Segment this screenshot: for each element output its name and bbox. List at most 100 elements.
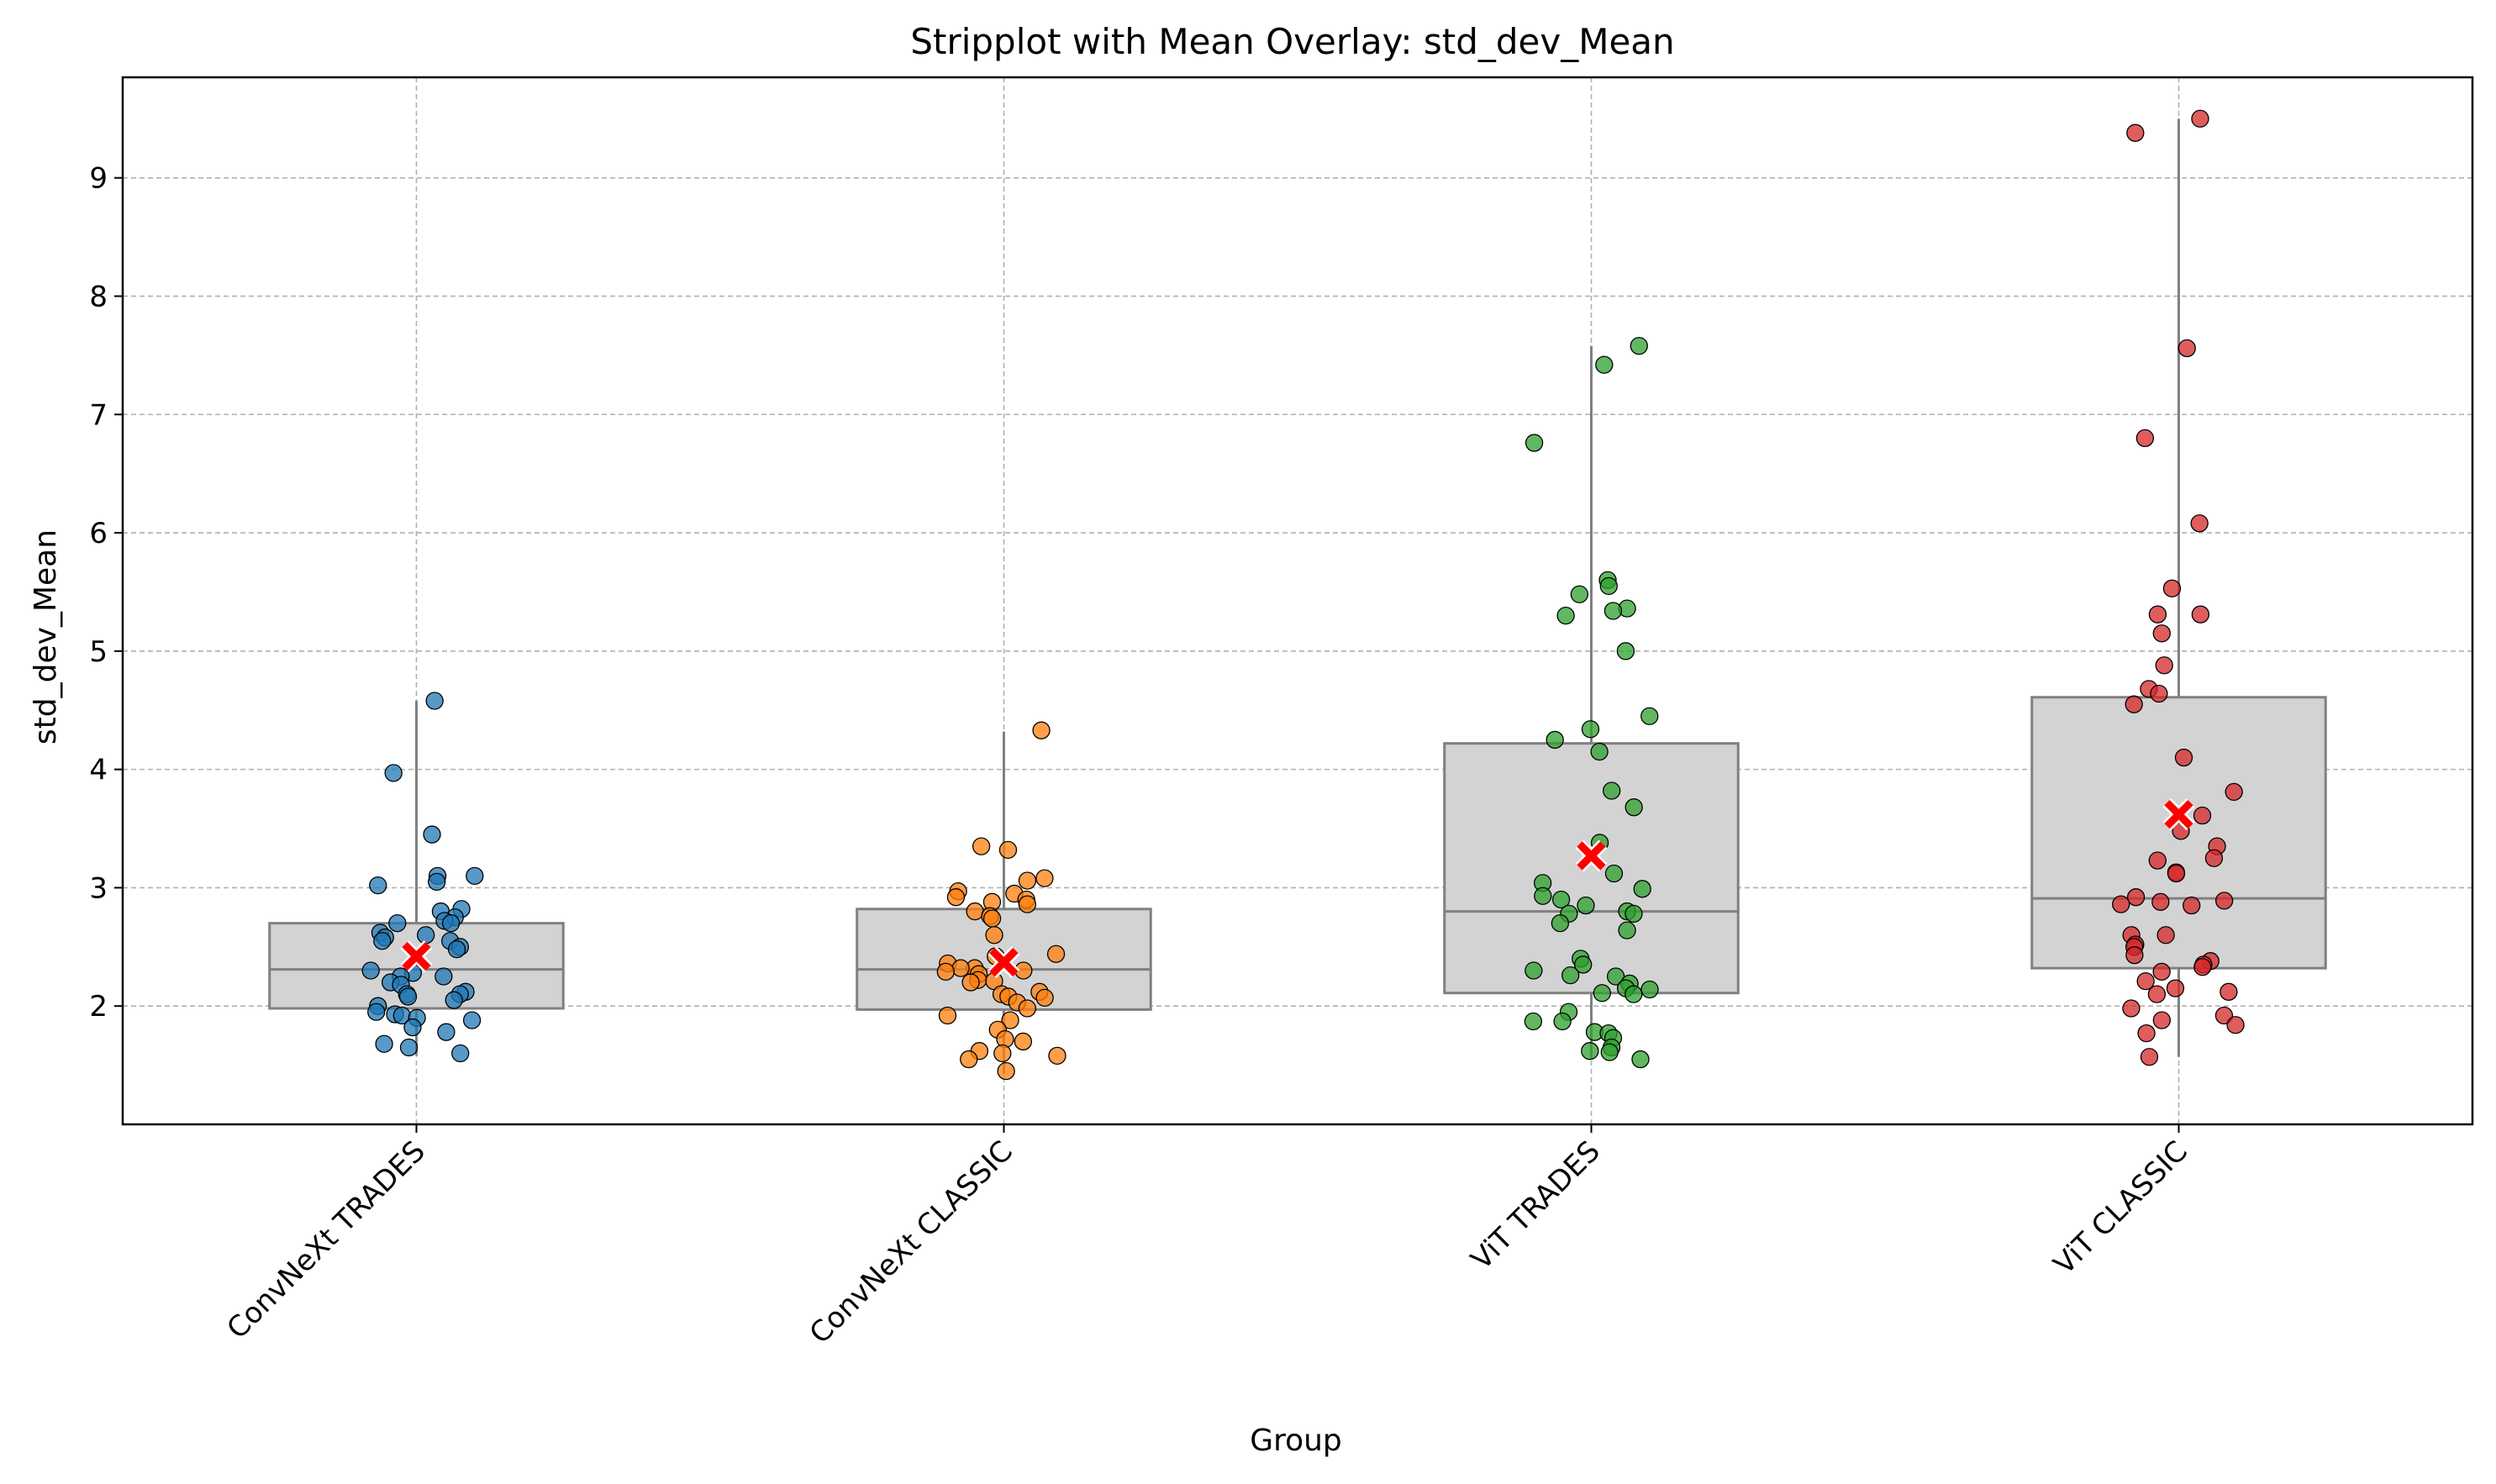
y-tick-label: 6 [89, 517, 108, 550]
data-point [1625, 798, 1643, 817]
data-point [993, 1044, 1012, 1063]
data-point [1600, 1043, 1619, 1061]
box-iqr [1443, 742, 1740, 995]
data-point [2220, 982, 2238, 1001]
data-point [1035, 869, 1054, 887]
data-point [2122, 999, 2141, 1018]
data-point [428, 872, 446, 892]
data-point [1553, 1012, 1572, 1031]
data-point [998, 840, 1018, 860]
data-point [437, 1023, 455, 1041]
data-point [2166, 979, 2185, 997]
data-point [1546, 730, 1564, 750]
data-point [2162, 579, 2182, 597]
box-group-3 [2030, 118, 2327, 1057]
data-point [1618, 921, 1636, 939]
data-point [2204, 849, 2224, 867]
data-point [1603, 781, 1621, 800]
y-tick-label: 3 [89, 871, 108, 905]
data-point [1014, 1032, 1033, 1051]
data-point [946, 888, 966, 907]
data-point [1534, 887, 1552, 905]
data-point [1595, 355, 1614, 374]
data-point [2151, 892, 2170, 911]
data-point [1633, 880, 1651, 898]
data-point [423, 825, 441, 844]
data-point [1593, 984, 1611, 1002]
box-group-2 [1443, 345, 1740, 1060]
data-point [2126, 888, 2146, 907]
data-point [961, 973, 980, 992]
data-point [384, 764, 403, 782]
x-tick-label: ConvNeXt TRADES [220, 1134, 431, 1345]
data-point [966, 902, 984, 921]
data-point [434, 967, 453, 986]
data-point [425, 692, 444, 710]
data-point [972, 837, 991, 855]
data-point [398, 987, 418, 1006]
data-point [1551, 890, 1571, 909]
x-tick-label: ConvNeXt CLASSIC [803, 1134, 1019, 1350]
data-point [2155, 656, 2173, 675]
data-point [982, 909, 1002, 928]
data-point [1640, 707, 1659, 725]
x-axis-label: Group [1250, 1423, 1342, 1458]
data-point [2156, 926, 2175, 945]
data-point [1561, 966, 1580, 985]
mean-marker [402, 941, 431, 971]
data-point [2136, 971, 2155, 991]
data-point [1551, 914, 1570, 933]
data-point [1048, 1046, 1066, 1065]
y-tick-label: 8 [89, 280, 108, 313]
data-point [1035, 988, 1054, 1008]
y-tick-label: 7 [89, 398, 108, 432]
data-point [373, 932, 392, 950]
plot-frame [121, 76, 2474, 1126]
data-point [2214, 892, 2234, 910]
box-group-0 [268, 700, 565, 1056]
data-point [2193, 958, 2212, 976]
data-point [1630, 336, 1648, 355]
data-point [361, 961, 380, 980]
data-point [1018, 871, 1037, 890]
data-point [1574, 955, 1593, 974]
data-point [2152, 962, 2171, 981]
data-point [1625, 904, 1643, 924]
data-point [2174, 748, 2193, 767]
data-point [2147, 985, 2167, 1003]
y-axis-label: std_dev_Mean [29, 529, 63, 745]
box-iqr [2030, 696, 2327, 970]
data-point [2135, 429, 2155, 448]
data-point [1556, 606, 1575, 625]
data-point [2150, 684, 2168, 703]
data-point [2152, 1011, 2171, 1029]
data-point [1570, 585, 1589, 603]
data-point [1640, 980, 1659, 999]
data-point [2140, 1048, 2159, 1066]
data-point [2137, 1024, 2156, 1043]
data-point [960, 1050, 978, 1069]
data-point [1577, 896, 1595, 915]
data-point [2152, 624, 2171, 643]
data-point [447, 939, 466, 959]
data-point [369, 876, 387, 895]
data-point [451, 1044, 470, 1063]
data-point [375, 1034, 393, 1053]
data-point [2226, 1016, 2245, 1034]
x-tick-label: ViT TRADES [1465, 1134, 1607, 1276]
data-point [2125, 695, 2143, 713]
data-point [1581, 1042, 1599, 1060]
data-point [1616, 642, 1635, 660]
chart-title: Stripplot with Mean Overlay: std_dev_Mea… [910, 21, 1674, 62]
data-point [1581, 720, 1600, 739]
data-point [1603, 602, 1623, 620]
y-tick-label: 4 [89, 754, 108, 787]
data-point [2190, 514, 2209, 533]
y-tick-label: 2 [89, 990, 108, 1024]
data-point [388, 914, 407, 933]
data-point [2167, 864, 2186, 883]
data-point [2126, 124, 2145, 142]
data-point [2191, 605, 2210, 624]
data-point [441, 914, 461, 933]
